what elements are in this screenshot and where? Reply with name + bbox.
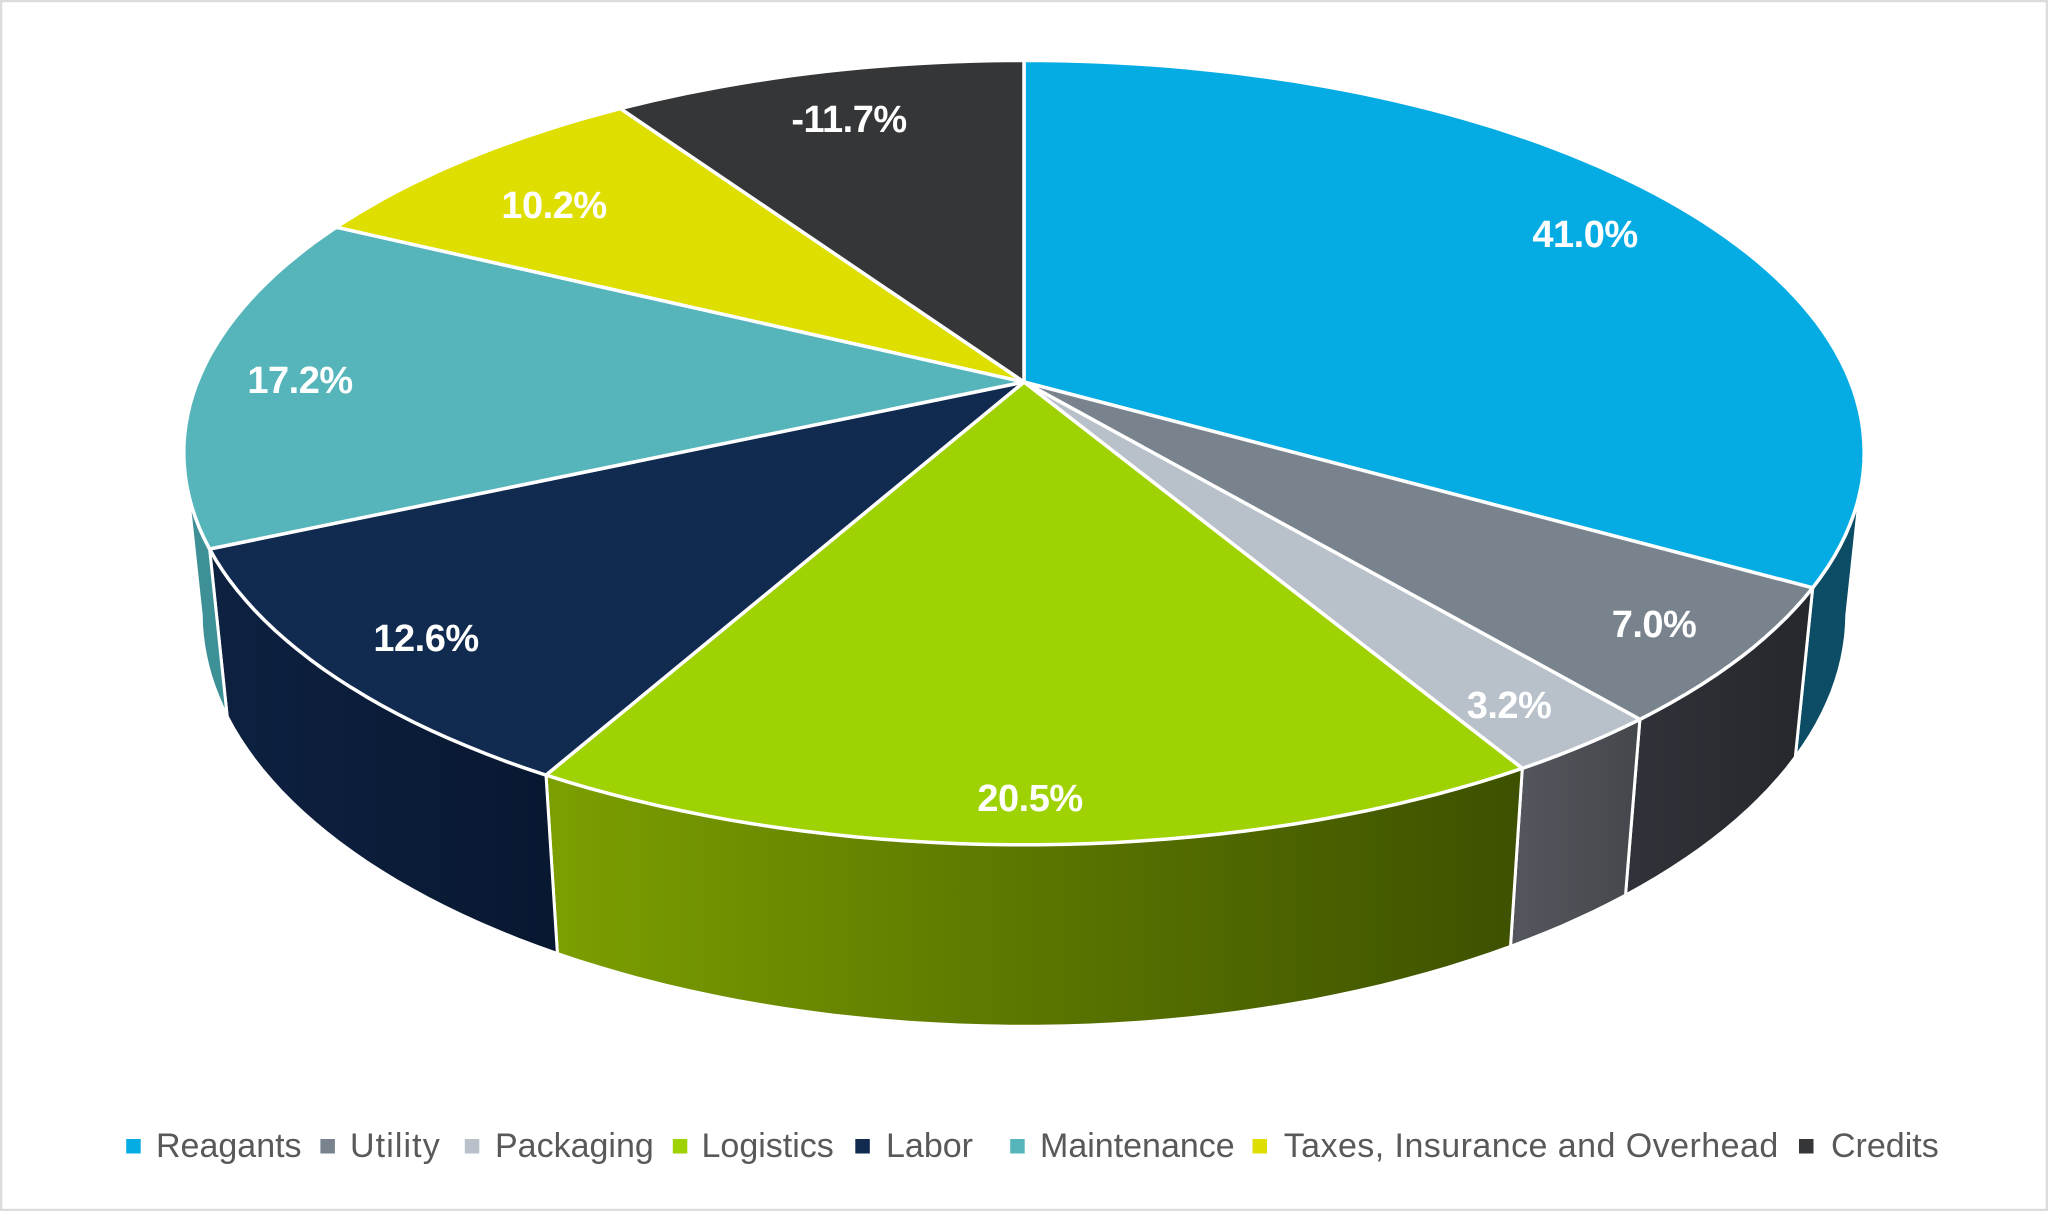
svg-text:Maintenance: Maintenance [1040,1127,1235,1165]
svg-text:Packaging: Packaging [495,1127,654,1165]
svg-text:12.6%: 12.6% [373,618,478,660]
svg-text:Utility: Utility [350,1127,441,1165]
svg-text:3.2%: 3.2% [1467,685,1552,727]
svg-text:41.0%: 41.0% [1532,214,1637,256]
svg-text:Taxes, Insurance and Overhead: Taxes, Insurance and Overhead [1284,1127,1779,1165]
svg-text:-11.7%: -11.7% [791,99,906,141]
svg-text:7.0%: 7.0% [1612,604,1697,646]
svg-text:20.5%: 20.5% [977,778,1082,820]
svg-text:10.2%: 10.2% [501,185,606,227]
svg-text:Logistics: Logistics [702,1127,834,1165]
svg-text:Labor: Labor [886,1127,973,1165]
svg-text:Credits: Credits [1831,1127,1939,1165]
svg-text:Reagants: Reagants [156,1127,302,1165]
svg-text:17.2%: 17.2% [247,360,352,402]
